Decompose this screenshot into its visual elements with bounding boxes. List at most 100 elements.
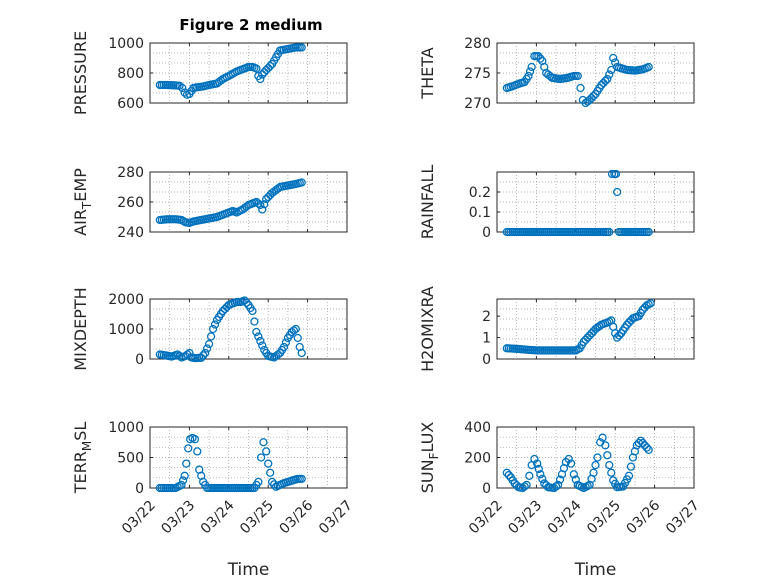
data-point — [178, 476, 188, 485]
subplot-theta: 270 275 280 THETA — [418, 36, 695, 112]
data-point — [609, 53, 618, 63]
data-point — [611, 169, 621, 179]
data-point — [248, 306, 257, 316]
data-point — [603, 451, 612, 460]
y-tick-label: 275 — [464, 66, 491, 82]
data-point — [258, 205, 267, 214]
data-point — [291, 324, 300, 334]
x-tick-label: 03/24 — [545, 497, 585, 537]
y-axis-label: MIXDEPTH — [71, 287, 90, 370]
data-point — [624, 471, 634, 480]
data-point — [256, 200, 265, 210]
data-point — [589, 468, 598, 477]
data-point — [525, 67, 535, 76]
y-tick-label: 200 — [464, 451, 491, 467]
data-point — [252, 64, 261, 73]
data-point — [256, 336, 265, 346]
subplot-sun-flux: 0 200 400 SUNFLUX 03/22 03/23 03/24 03/25 03/26 0… — [418, 420, 703, 580]
data-point — [177, 480, 186, 490]
y-tick-label: 800 — [117, 66, 144, 82]
data-point — [611, 58, 620, 67]
data-point — [175, 351, 184, 361]
x-axis-label: Time — [227, 560, 270, 580]
y-tick-label: 500 — [117, 451, 144, 467]
data-point — [254, 477, 263, 487]
data-point — [571, 475, 580, 484]
data-point — [297, 474, 306, 484]
y-tick-label: 600 — [117, 96, 144, 112]
data-point — [264, 459, 273, 468]
y-axis-label: THETA — [418, 47, 437, 99]
y-tick-label: 2000 — [108, 292, 144, 308]
data-point — [642, 443, 651, 452]
data-point — [180, 471, 189, 480]
data-point — [190, 435, 200, 444]
figure-title: Figure 2 medium — [179, 16, 322, 34]
data-point — [527, 62, 536, 72]
data-point — [206, 332, 216, 341]
data-point — [258, 341, 267, 350]
data-point — [591, 460, 600, 470]
data-point — [256, 453, 266, 462]
data-point — [611, 329, 620, 338]
subplot-air-temp: 240 260 280 AIRTEMP — [71, 165, 348, 241]
data-point — [555, 475, 565, 484]
data-point — [201, 348, 210, 358]
y-tick-label: 270 — [464, 96, 491, 112]
data-point — [297, 43, 306, 52]
data-point — [569, 470, 578, 479]
y-tick-label: 280 — [464, 36, 491, 52]
x-axis-label: Time — [574, 560, 617, 580]
y-axis-label: RAINFALL — [418, 165, 437, 240]
data-point — [266, 468, 275, 477]
data-point — [593, 453, 602, 462]
data-point — [250, 317, 259, 326]
data-point — [260, 200, 269, 209]
data-point — [538, 474, 547, 484]
data-point — [254, 199, 263, 208]
y-tick-label: 0 — [482, 225, 491, 241]
x-tick-label: 03/22 — [466, 498, 506, 538]
data-point — [279, 342, 289, 352]
data-point — [573, 71, 582, 81]
data-point — [204, 339, 214, 349]
data-point — [525, 471, 534, 480]
data-point — [533, 459, 542, 468]
data-point — [254, 332, 263, 341]
y-tick-label: 240 — [117, 225, 144, 241]
y-tick-label: 1000 — [108, 322, 144, 338]
x-tick-label: 03/23 — [505, 498, 545, 538]
x-tick-label: 03/22 — [119, 498, 159, 538]
y-tick-label: 0 — [135, 481, 144, 497]
data-point — [193, 447, 202, 456]
data-point — [607, 468, 616, 477]
y-tick-label: 0 — [482, 352, 491, 368]
subplot-mixdepth: 0 1000 2000 MIXDEPTH — [71, 287, 348, 371]
x-tick-label: 03/26 — [277, 497, 317, 537]
subplot-pressure: 600 800 1000 PRESSURE — [71, 31, 348, 115]
data-point — [601, 441, 610, 450]
data-point — [553, 480, 563, 490]
x-tick-label: 03/25 — [237, 498, 277, 538]
y-tick-label: 260 — [117, 195, 144, 211]
data-point — [566, 459, 576, 468]
data-point — [613, 187, 622, 197]
data-point — [281, 338, 291, 347]
data-point — [520, 482, 529, 491]
x-tick-label: 03/27 — [316, 498, 356, 538]
data-point — [252, 327, 261, 337]
data-point — [534, 464, 543, 474]
subplot-h2omixra: 0 1 2 H2OMIXRA — [418, 286, 695, 372]
data-point — [210, 320, 220, 329]
y-axis-label: AIRTEMP — [71, 168, 94, 236]
x-tick-label: 03/24 — [198, 497, 238, 537]
data-point — [524, 71, 533, 81]
data-point — [589, 91, 598, 101]
data-point — [603, 74, 612, 84]
y-tick-label: 2 — [482, 309, 491, 325]
y-axis-label: TERRMSL — [71, 422, 94, 495]
data-point — [256, 74, 265, 84]
y-tick-label: 0 — [135, 352, 144, 368]
x-tick-label: 03/25 — [584, 498, 624, 538]
